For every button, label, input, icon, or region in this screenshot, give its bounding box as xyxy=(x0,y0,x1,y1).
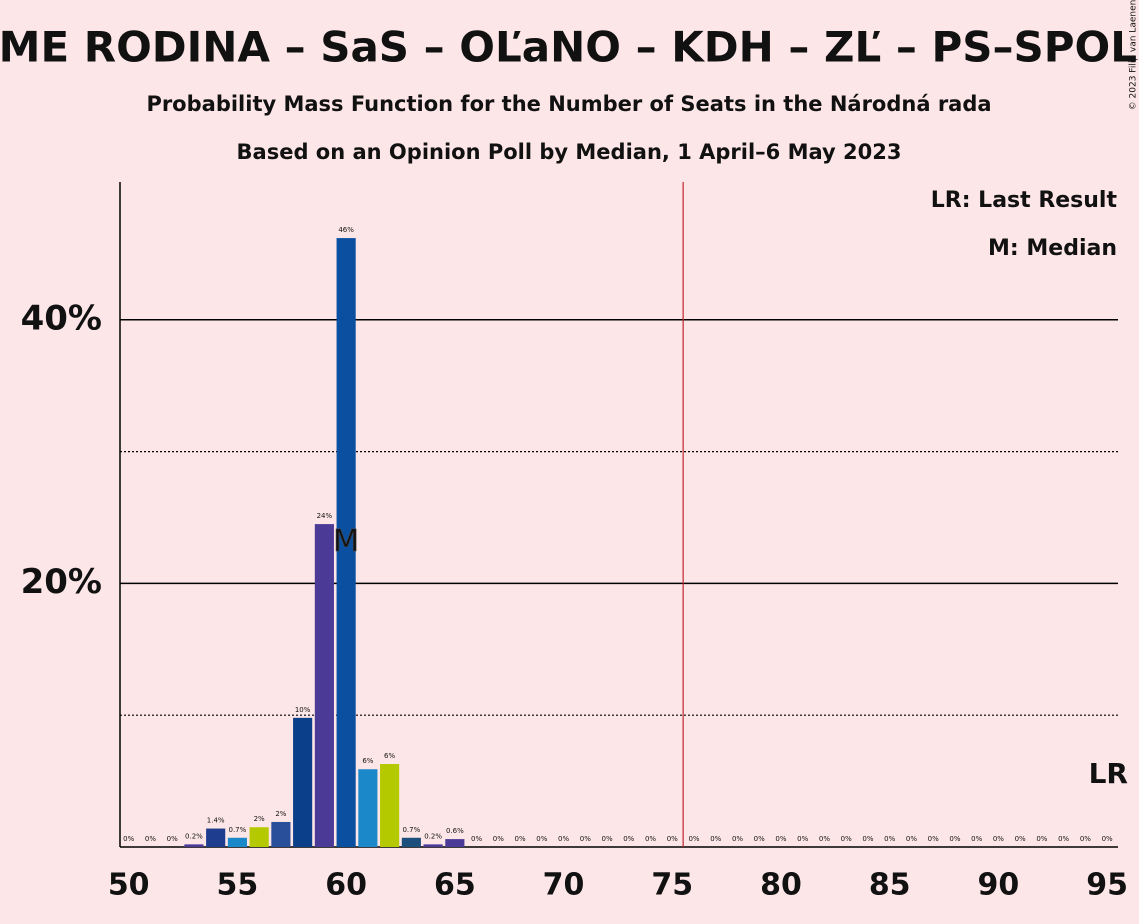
bar xyxy=(249,827,269,847)
value-label: 0% xyxy=(623,835,634,843)
value-label: 0% xyxy=(732,835,743,843)
legend-entry: M: Median xyxy=(988,236,1117,261)
value-label: 0% xyxy=(1080,835,1091,843)
x-tick-label: 50 xyxy=(108,868,150,903)
value-label: 0.6% xyxy=(446,827,464,835)
value-label: 0% xyxy=(167,835,178,843)
bar xyxy=(271,821,291,847)
chart-title: SME RODINA – SaS – OĽaNO – KDH – ZĽ – PS… xyxy=(0,23,1139,72)
value-label: 0% xyxy=(797,835,808,843)
x-tick-label: 65 xyxy=(434,868,476,903)
value-label: 0% xyxy=(145,835,156,843)
value-label: 0% xyxy=(1102,835,1113,843)
value-label: 0% xyxy=(819,835,830,843)
value-label: 0% xyxy=(667,835,678,843)
value-label: 0.2% xyxy=(424,832,442,840)
y-tick-label: 40% xyxy=(21,298,102,338)
value-label: 0% xyxy=(884,835,895,843)
value-label: 6% xyxy=(384,752,395,760)
chart-subtitle: Probability Mass Function for the Number… xyxy=(146,92,991,116)
x-tick-label: 60 xyxy=(325,868,367,903)
x-tick-label: 75 xyxy=(651,868,693,903)
value-label: 0% xyxy=(645,835,656,843)
bar xyxy=(358,769,378,847)
value-label: 0% xyxy=(928,835,939,843)
x-tick-label: 85 xyxy=(869,868,911,903)
last-result-label: LR xyxy=(1089,757,1128,790)
bar xyxy=(401,837,421,847)
value-label: 0% xyxy=(993,835,1004,843)
bar xyxy=(184,844,204,847)
value-label: 0% xyxy=(1036,835,1047,843)
median-marker: M xyxy=(333,524,359,559)
legend-entry: LR: Last Result xyxy=(931,188,1118,213)
bar xyxy=(380,763,400,847)
value-label: 0% xyxy=(1058,835,1069,843)
value-label: 0% xyxy=(601,835,612,843)
value-label: 0% xyxy=(558,835,569,843)
value-label: 46% xyxy=(338,226,354,234)
value-label: 0% xyxy=(123,835,134,843)
copyright: © 2023 Filip van Laenen xyxy=(1129,0,1139,110)
value-label: 6% xyxy=(362,757,373,765)
bar xyxy=(423,844,443,847)
value-label: 0% xyxy=(971,835,982,843)
value-label: 24% xyxy=(317,512,333,520)
bar xyxy=(314,524,334,847)
value-label: 0% xyxy=(906,835,917,843)
x-tick-label: 55 xyxy=(217,868,259,903)
value-label: 0% xyxy=(536,835,547,843)
value-label: 0% xyxy=(580,835,591,843)
value-label: 0.7% xyxy=(229,826,247,834)
x-tick-label: 70 xyxy=(543,868,585,903)
value-label: 0% xyxy=(841,835,852,843)
value-label: 0% xyxy=(710,835,721,843)
value-label: 2% xyxy=(275,810,286,818)
value-label: 0% xyxy=(515,835,526,843)
bar xyxy=(206,828,226,847)
x-tick-label: 90 xyxy=(978,868,1020,903)
bar xyxy=(227,837,247,847)
value-label: 0% xyxy=(775,835,786,843)
value-label: 0% xyxy=(471,835,482,843)
bar xyxy=(445,839,465,847)
bar xyxy=(336,238,356,848)
x-tick-label: 80 xyxy=(760,868,802,903)
chart-subtitle: Based on an Opinion Poll by Median, 1 Ap… xyxy=(237,140,902,164)
bar xyxy=(293,717,313,847)
value-label: 1.4% xyxy=(207,817,225,825)
x-tick-label: 95 xyxy=(1086,868,1128,903)
value-label: 0% xyxy=(493,835,504,843)
value-label: 0% xyxy=(949,835,960,843)
value-label: 0% xyxy=(862,835,873,843)
value-label: 0% xyxy=(688,835,699,843)
value-label: 0.7% xyxy=(402,826,420,834)
value-label: 0.2% xyxy=(185,832,203,840)
value-label: 10% xyxy=(295,706,311,714)
value-label: 0% xyxy=(1015,835,1026,843)
y-tick-label: 20% xyxy=(21,562,102,602)
value-label: 0% xyxy=(754,835,765,843)
value-label: 2% xyxy=(254,815,265,823)
